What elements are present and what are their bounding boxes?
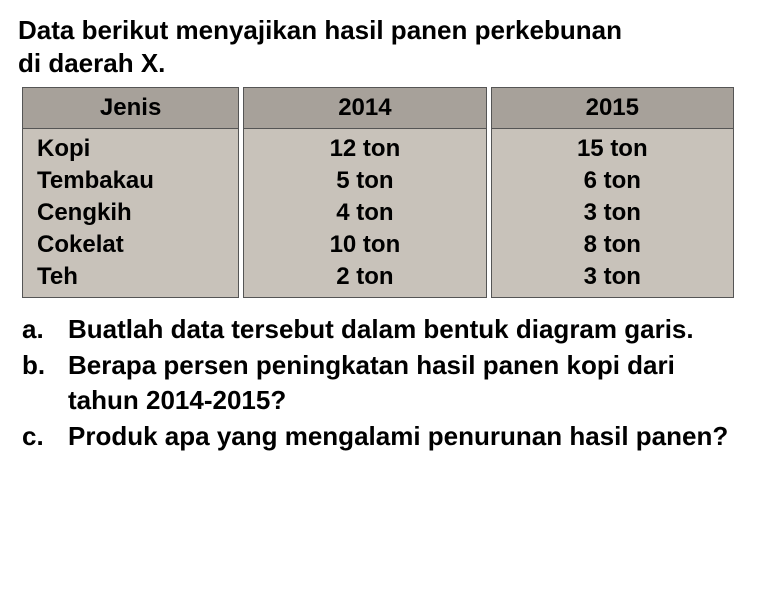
cell-2015: 15 ton [491, 129, 734, 165]
question-text: Buatlah data tersebut dalam bentuk diagr… [68, 312, 747, 346]
table-row: Cokelat 10 ton 8 ton [22, 229, 734, 261]
cell-2015: 8 ton [491, 229, 734, 261]
question-list: a. Buatlah data tersebut dalam bentuk di… [18, 312, 747, 453]
table-row: Kopi 12 ton 15 ton [22, 129, 734, 165]
table-row: Teh 2 ton 3 ton [22, 261, 734, 298]
cell-2014: 12 ton [243, 129, 486, 165]
table-row: Tembakau 5 ton 6 ton [22, 165, 734, 197]
cell-jenis: Cokelat [22, 229, 239, 261]
table-row: Cengkih 4 ton 3 ton [22, 197, 734, 229]
intro-line-1: Data berikut menyajikan hasil panen perk… [18, 15, 622, 45]
intro-text: Data berikut menyajikan hasil panen perk… [18, 14, 747, 79]
table-header-row: Jenis 2014 2015 [22, 87, 734, 129]
cell-jenis: Teh [22, 261, 239, 298]
cell-2014: 4 ton [243, 197, 486, 229]
col-header-jenis: Jenis [22, 87, 239, 129]
question-b: b. Berapa persen peningkatan hasil panen… [18, 348, 747, 417]
question-text: Berapa persen peningkatan hasil panen ko… [68, 348, 747, 417]
question-c: c. Produk apa yang mengalami penurunan h… [18, 419, 747, 453]
intro-line-2: di daerah X. [18, 48, 165, 78]
cell-2015: 6 ton [491, 165, 734, 197]
col-header-2014: 2014 [243, 87, 486, 129]
cell-jenis: Kopi [22, 129, 239, 165]
question-a: a. Buatlah data tersebut dalam bentuk di… [18, 312, 747, 346]
question-text: Produk apa yang mengalami penurunan hasi… [68, 419, 747, 453]
question-label: c. [18, 419, 68, 453]
question-label: b. [18, 348, 68, 417]
cell-2015: 3 ton [491, 197, 734, 229]
cell-jenis: Tembakau [22, 165, 239, 197]
cell-2015: 3 ton [491, 261, 734, 298]
harvest-table: Jenis 2014 2015 Kopi 12 ton 15 ton Temba… [18, 87, 738, 298]
question-label: a. [18, 312, 68, 346]
cell-2014: 2 ton [243, 261, 486, 298]
cell-jenis: Cengkih [22, 197, 239, 229]
col-header-2015: 2015 [491, 87, 734, 129]
table-body: Kopi 12 ton 15 ton Tembakau 5 ton 6 ton … [22, 129, 734, 298]
cell-2014: 10 ton [243, 229, 486, 261]
cell-2014: 5 ton [243, 165, 486, 197]
